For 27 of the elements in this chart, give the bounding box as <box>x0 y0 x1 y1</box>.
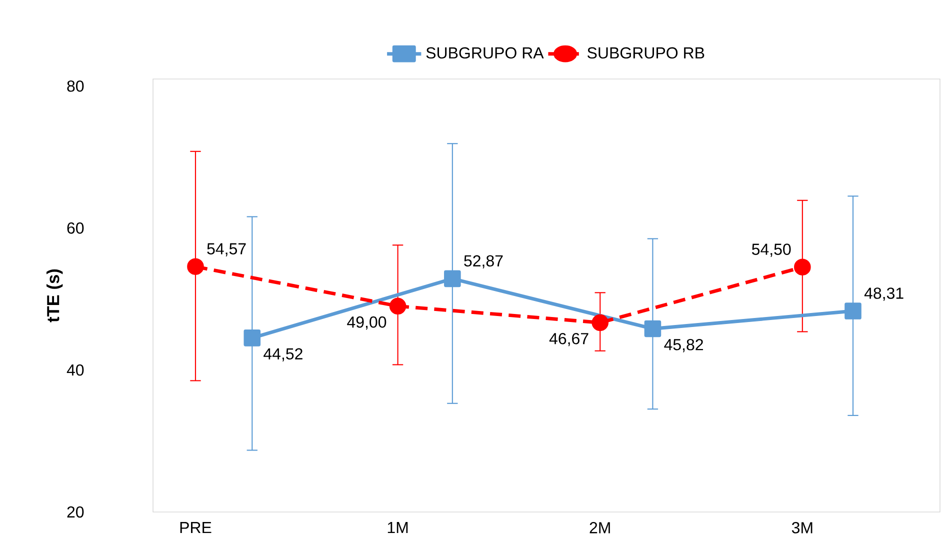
x-tick-label: 3M <box>792 522 812 534</box>
x-tick-label: PRE <box>180 522 212 534</box>
point <box>389 298 406 315</box>
y-tick-label: 20 <box>67 506 84 518</box>
data-label: 52,87 <box>464 255 503 268</box>
data-label: 54,57 <box>207 243 246 256</box>
x-tick-label: 2M <box>590 522 610 534</box>
point <box>844 302 862 320</box>
data-label: 44,52 <box>264 348 302 362</box>
data-label: 49,00 <box>347 316 386 330</box>
point <box>644 320 662 338</box>
data-label: 48,31 <box>864 288 904 301</box>
x-tick-label: 1M <box>388 522 408 534</box>
point <box>244 330 261 346</box>
legend-label: SUBGRUPO RB <box>588 47 704 59</box>
y-tick-label: 60 <box>67 222 84 234</box>
y-axis-title: tTE (s) <box>46 269 63 322</box>
data-label: 54,50 <box>752 244 791 257</box>
y-tick-label: 40 <box>66 364 84 376</box>
point <box>794 258 811 276</box>
point <box>187 258 204 276</box>
point <box>444 270 461 288</box>
legend-label: SUBGRUPO RA <box>426 47 544 59</box>
point <box>592 314 609 332</box>
data-label: 46,67 <box>549 332 588 346</box>
data-label: 45,82 <box>664 338 703 352</box>
y-tick-label: 80 <box>67 80 84 92</box>
